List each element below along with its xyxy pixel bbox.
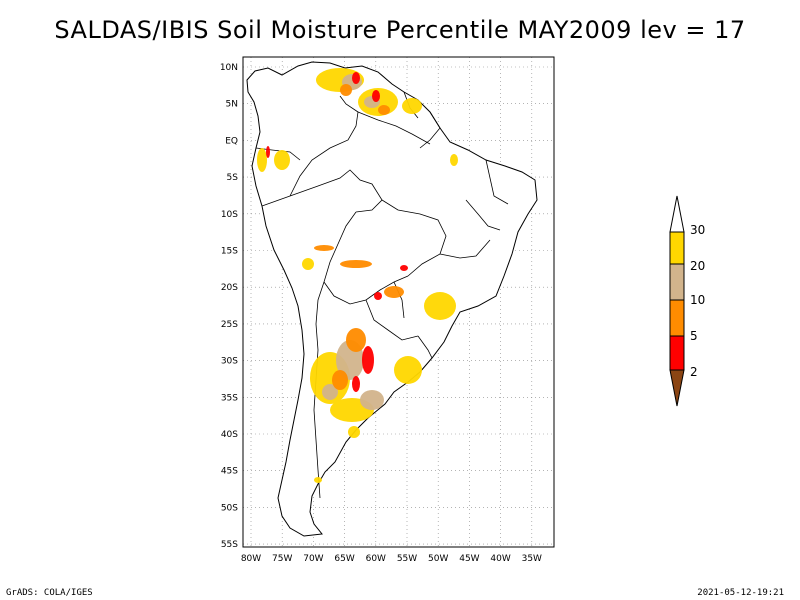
legend-swatch-2-5 [669,335,685,371]
lon-tick-label: 80W [241,554,261,564]
latitude-axis: 10N 5N EQ 5S 10S 15S 20S 25S 30S 35S 40S 45S 50S 55S [220,63,238,550]
legend-colorbar: 30 20 10 5 2 [669,195,705,407]
lat-tick-label: 20S [221,283,238,293]
legend-swatch-10-20 [669,263,685,301]
lon-tick-label: 50W [428,554,448,564]
south-america-coastline [246,61,538,537]
legend-label-20: 20 [690,259,705,273]
lat-tick-label: 15S [221,247,238,257]
legend-swatch-above-30 [669,195,685,233]
country-borders [255,91,509,499]
legend-swatch-below-2 [669,369,685,407]
legend-label-30: 30 [690,223,705,237]
lon-tick-label: 75W [272,554,292,564]
lon-tick-label: 70W [303,554,323,564]
lat-tick-label: 55S [221,540,238,550]
legend-swatch-5-10 [669,299,685,337]
lat-tick-label: 40S [221,430,238,440]
map-title: SALDAS/IBIS Soil Moisture Percentile MAY… [54,16,746,44]
footer-credit: GrADS: COLA/IGES [6,588,93,598]
longitude-axis: 80W 75W 70W 65W 60W 55W 50W 45W 40W 35W [241,554,542,564]
lat-tick-label: 45S [221,467,238,477]
lat-tick-label: 5N [226,100,238,110]
lat-tick-label: 10N [220,63,238,73]
footer-timestamp: 2021-05-12-19:21 [697,588,784,598]
lon-tick-label: 55W [397,554,417,564]
continent-layer [246,61,538,537]
legend-label-5: 5 [690,329,698,343]
lat-tick-label: EQ [225,136,238,146]
lon-tick-label: 35W [522,554,542,564]
lon-tick-label: 65W [334,554,354,564]
lon-tick-label: 60W [366,554,386,564]
lat-tick-label: 35S [221,393,238,403]
lat-tick-label: 30S [221,357,238,367]
lon-tick-label: 45W [459,554,479,564]
lat-tick-label: 10S [221,210,238,220]
legend-swatch-20-30 [669,231,685,265]
legend-label-10: 10 [690,293,705,307]
map-frame [242,56,555,548]
lat-tick-label: 5S [227,173,239,183]
percentile-shading [257,68,458,483]
lat-tick-label: 50S [221,503,238,513]
lon-tick-label: 40W [490,554,510,564]
legend-label-2: 2 [690,365,698,379]
lat-tick-label: 25S [221,320,238,330]
